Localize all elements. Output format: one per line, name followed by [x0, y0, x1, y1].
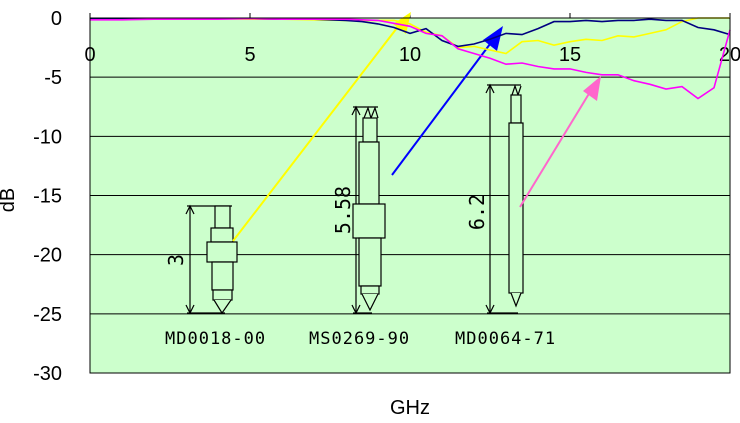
series-lines: [90, 17, 731, 100]
y-axis-label: dB: [0, 188, 19, 212]
y-tick-label: -25: [33, 304, 62, 326]
pink-arrowhead: [583, 76, 601, 101]
probe-illustrations: [185, 83, 524, 315]
x-tick-label: 20: [719, 44, 740, 66]
dimension-3: 3: [164, 254, 188, 266]
label-ms0269-90: MS0269-90: [309, 329, 410, 349]
probe-md0064-71-drawing: [485, 83, 524, 315]
dimension-5-58: 5.58: [331, 186, 355, 234]
probe-ms0269-90-drawing: [351, 105, 386, 315]
dimension-6-2: 6.2: [465, 194, 489, 230]
y-tick-label: -20: [33, 245, 62, 267]
y-tick-label: -30: [33, 363, 62, 385]
blue-arrow: [391, 43, 491, 176]
plot-border: [89, 17, 731, 374]
probe-md0018-00-drawing: [185, 204, 238, 315]
x-tick-label: 5: [244, 44, 255, 66]
y-tick-labels: 0 -5 -10 -15 -20 -25 -30: [33, 8, 62, 385]
annotation-arrows: [232, 12, 601, 242]
y-tick-label: 0: [51, 8, 62, 30]
series-line-2: [90, 17, 731, 100]
y-tick-label: -5: [44, 67, 62, 89]
x-axis-label: GHz: [390, 397, 430, 419]
x-tick-label: 15: [559, 44, 581, 66]
y-tick-label: -10: [33, 126, 62, 148]
yellow-arrow: [232, 23, 401, 242]
label-md0018-00: MD0018-00: [165, 329, 266, 349]
pink-arrow: [519, 91, 591, 208]
x-tick-label: 10: [399, 44, 421, 66]
label-md0064-71: MD0064-71: [455, 329, 556, 349]
y-tick-label: -15: [33, 186, 62, 208]
